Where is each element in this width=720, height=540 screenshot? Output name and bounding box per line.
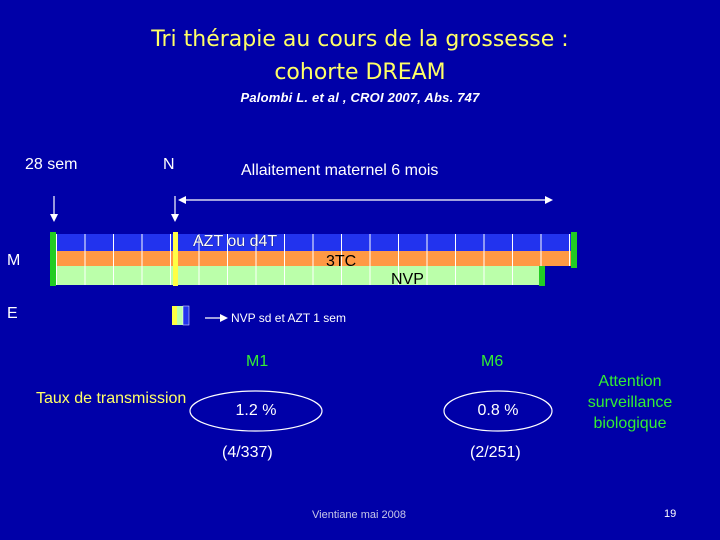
arrow-n <box>171 196 179 222</box>
oval-m1 <box>189 390 323 432</box>
label-transmission-rate: Taux de transmission <box>36 390 187 407</box>
arrow-28sem <box>50 196 58 222</box>
label-m6: M6 <box>481 353 504 370</box>
page-number: 19 <box>664 508 677 520</box>
label-allaitement: Allaitement maternel 6 mois <box>241 162 439 179</box>
label-m1: M1 <box>246 353 269 370</box>
oval-m6 <box>443 390 553 432</box>
marker-end-lower <box>539 266 545 286</box>
slide-title-line2: cohorte DREAM <box>274 60 446 85</box>
footer-text: Vientiane mai 2008 <box>312 509 406 521</box>
m1-rate: 1.2 % <box>235 402 277 419</box>
label-infant-treatment: NVP sd et AZT 1 sem <box>231 311 346 325</box>
m1-count: (4/337) <box>222 444 273 461</box>
band-3tc <box>54 251 574 266</box>
reference-citation: Palombi L. et al , CROI 2007, Abs. 747 <box>240 90 480 105</box>
band-azt-d4t <box>54 234 574 251</box>
label-3tc: 3TC <box>326 253 357 270</box>
arrow-infant <box>205 314 228 322</box>
note-line1: Attention <box>598 373 662 390</box>
label-28sem: 28 sem <box>25 156 78 173</box>
label-mother: M <box>7 252 21 269</box>
band-nvp <box>54 266 542 285</box>
infant-treatment-block <box>172 305 190 326</box>
note-line3: biologique <box>593 415 667 432</box>
m6-count: (2/251) <box>470 444 521 461</box>
label-azt-d4t: AZT ou d4T <box>193 233 278 250</box>
label-nvp: NVP <box>391 271 424 288</box>
note-line2: surveillance <box>587 394 673 411</box>
note-surveillance: Attention surveillance biologique <box>575 371 685 434</box>
slide-title-line1: Tri thérapie au cours de la grossesse : <box>151 27 569 52</box>
marker-end-upper <box>571 232 577 268</box>
m6-rate: 0.8 % <box>477 402 519 419</box>
label-n: N <box>163 156 175 173</box>
marker-start <box>50 232 56 286</box>
label-infant: E <box>7 305 18 322</box>
marker-delivery <box>173 232 178 286</box>
breastfeeding-duration-arrow <box>178 196 553 204</box>
